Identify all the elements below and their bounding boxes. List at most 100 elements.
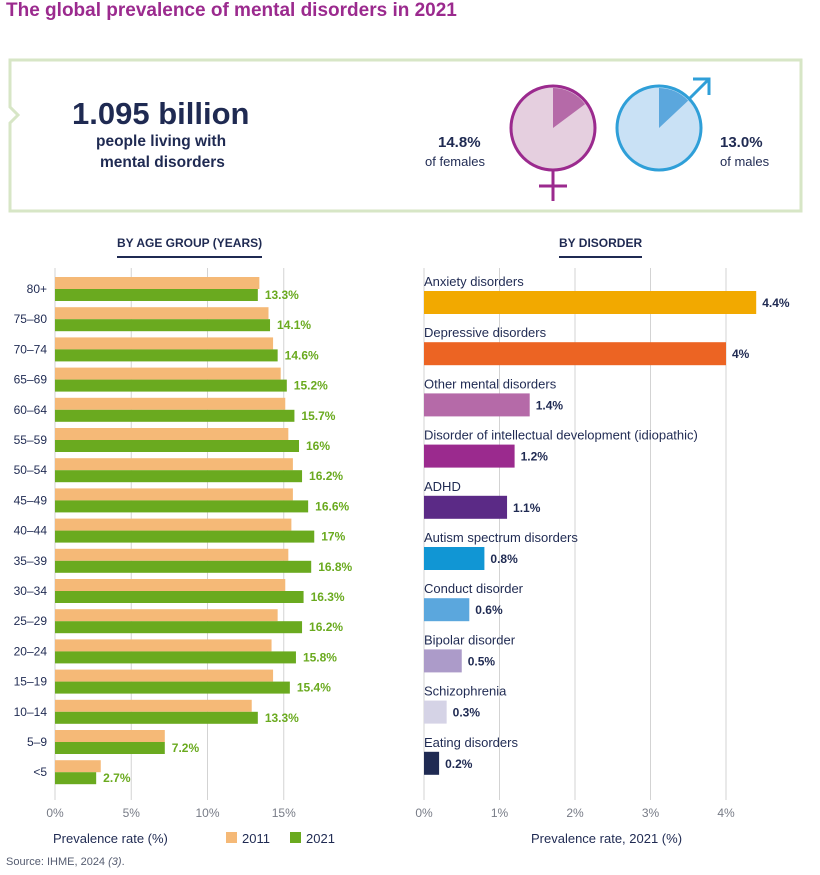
disorder-bar [424, 291, 757, 314]
age-bar-2021 [55, 530, 315, 543]
female-prevalence-label: of females [425, 154, 485, 169]
source-text: Source: IHME, 2024 [6, 856, 109, 868]
disorder-xtick-label: 0% [415, 806, 433, 820]
age-bar-2021 [55, 289, 258, 301]
disorder-bar [424, 547, 485, 570]
disorder-category-label: Anxiety disorders [424, 274, 524, 289]
age-bar-2021 [55, 470, 303, 483]
male-symbol-icon [615, 77, 711, 172]
age-category-label: 40–44 [14, 524, 48, 538]
age-value-label: 16.2% [309, 469, 343, 483]
age-bar-2021 [55, 440, 299, 452]
age-category-label: 60–64 [14, 403, 48, 417]
age-category-label: 5–9 [27, 735, 47, 749]
disorder-category-label: Conduct disorder [424, 581, 524, 596]
age-bar-2011 [55, 548, 289, 561]
disorder-chart-title: BY DISORDER [559, 236, 643, 258]
age-bar-2011 [55, 518, 292, 531]
age-value-label: 15.7% [301, 409, 335, 423]
male-prevalence-label: of males [720, 154, 770, 169]
age-bar-2021 [55, 409, 295, 422]
summary-panel [0, 58, 820, 218]
disorder-value-label: 1.4% [536, 398, 564, 412]
page-title: The global prevalence of mental disorder… [6, 0, 457, 21]
disorder-category-label: Depressive disorders [424, 325, 547, 340]
age-bar-2021 [55, 560, 312, 573]
age-value-label: 16.8% [318, 560, 352, 574]
disorder-category-label: Autism spectrum disorders [424, 530, 578, 545]
disorder-bar [424, 598, 470, 622]
summary-graphics [8, 58, 803, 213]
age-value-label: 15.2% [294, 379, 328, 393]
age-bar-2021 [55, 651, 296, 664]
age-bar-2011 [55, 307, 269, 320]
source-end: . [121, 856, 125, 868]
source-reference: (3) [108, 856, 122, 868]
age-value-label: 13.3% [265, 288, 299, 302]
age-bar-2021 [55, 349, 278, 362]
age-category-label: 30–34 [14, 584, 48, 598]
disorder-bar [424, 495, 508, 519]
female-share-slice [553, 88, 586, 128]
age-chart: 0% 5% 10% 15% 80+ 13.3% 75–80 14.1% 70–74 14.6% 65… [14, 268, 353, 846]
disorder-value-label: 0.2% [445, 757, 473, 771]
disorder-category-label: Other mental disorders [424, 376, 557, 391]
age-category-label: 65–69 [14, 373, 48, 387]
male-prevalence-value: 13.0% [720, 134, 763, 151]
disorder-bar [424, 342, 726, 366]
age-value-label: 16% [306, 439, 330, 453]
age-bar-2011 [55, 669, 274, 682]
age-bar-2021 [55, 591, 304, 603]
age-bar-2011 [55, 639, 272, 652]
age-bar-2011 [55, 609, 278, 622]
age-value-label: 16.3% [311, 590, 345, 604]
disorder-category-label: Schizophrenia [424, 684, 507, 699]
age-chart-title: BY AGE GROUP (YEARS) [117, 236, 263, 258]
age-bar-2011 [55, 367, 281, 380]
age-value-label: 13.3% [265, 711, 299, 725]
total-people-label-line1: people living with [96, 133, 227, 150]
age-value-label: 17% [321, 530, 345, 544]
disorder-bar [424, 700, 447, 724]
age-bar-2021 [55, 681, 290, 694]
age-x-axis-title: Prevalence rate (%) [53, 831, 168, 846]
age-category-label: <5 [33, 765, 47, 779]
disorder-value-label: 4.4% [762, 296, 790, 310]
disorder-xtick-label: 4% [717, 806, 735, 820]
age-bar-2021 [55, 500, 309, 513]
age-category-label: 80+ [27, 282, 47, 296]
age-bar-2011 [55, 488, 293, 501]
age-xtick-label: 5% [123, 806, 141, 820]
age-bar-2021 [55, 742, 165, 754]
disorder-value-label: 4% [732, 347, 750, 361]
age-bar-2021 [55, 319, 271, 332]
age-bar-2011 [55, 428, 289, 440]
age-category-label: 15–19 [14, 675, 48, 689]
age-bar-2011 [55, 397, 286, 410]
age-value-label: 15.4% [297, 681, 331, 695]
age-category-label: 45–49 [14, 493, 48, 507]
disorder-value-label: 0.3% [453, 706, 481, 720]
disorder-category-label: ADHD [424, 479, 461, 494]
age-category-label: 20–24 [14, 644, 48, 658]
summary-panel-border [8, 58, 803, 213]
age-value-label: 14.1% [277, 318, 311, 332]
legend-swatch-2021 [290, 832, 301, 843]
disorder-xtick-label: 1% [491, 806, 509, 820]
age-bar-2021 [55, 379, 287, 392]
male-share-slice [659, 88, 689, 128]
age-bar-2011 [55, 730, 165, 742]
age-bar-2011 [55, 760, 101, 773]
disorder-value-label: 1.1% [513, 501, 541, 515]
disorder-category-label: Bipolar disorder [424, 632, 516, 647]
age-bar-2011 [55, 699, 252, 712]
age-value-label: 16.6% [315, 499, 349, 513]
legend-label-2021: 2021 [306, 831, 335, 846]
age-category-label: 25–29 [14, 614, 48, 628]
age-xtick-label: 0% [46, 806, 64, 820]
age-bar-2021 [55, 711, 258, 724]
age-category-label: 50–54 [14, 463, 48, 477]
disorder-value-label: 0.5% [468, 654, 496, 668]
age-bar-2021 [55, 772, 97, 785]
disorder-category-label: Eating disorders [424, 735, 518, 750]
